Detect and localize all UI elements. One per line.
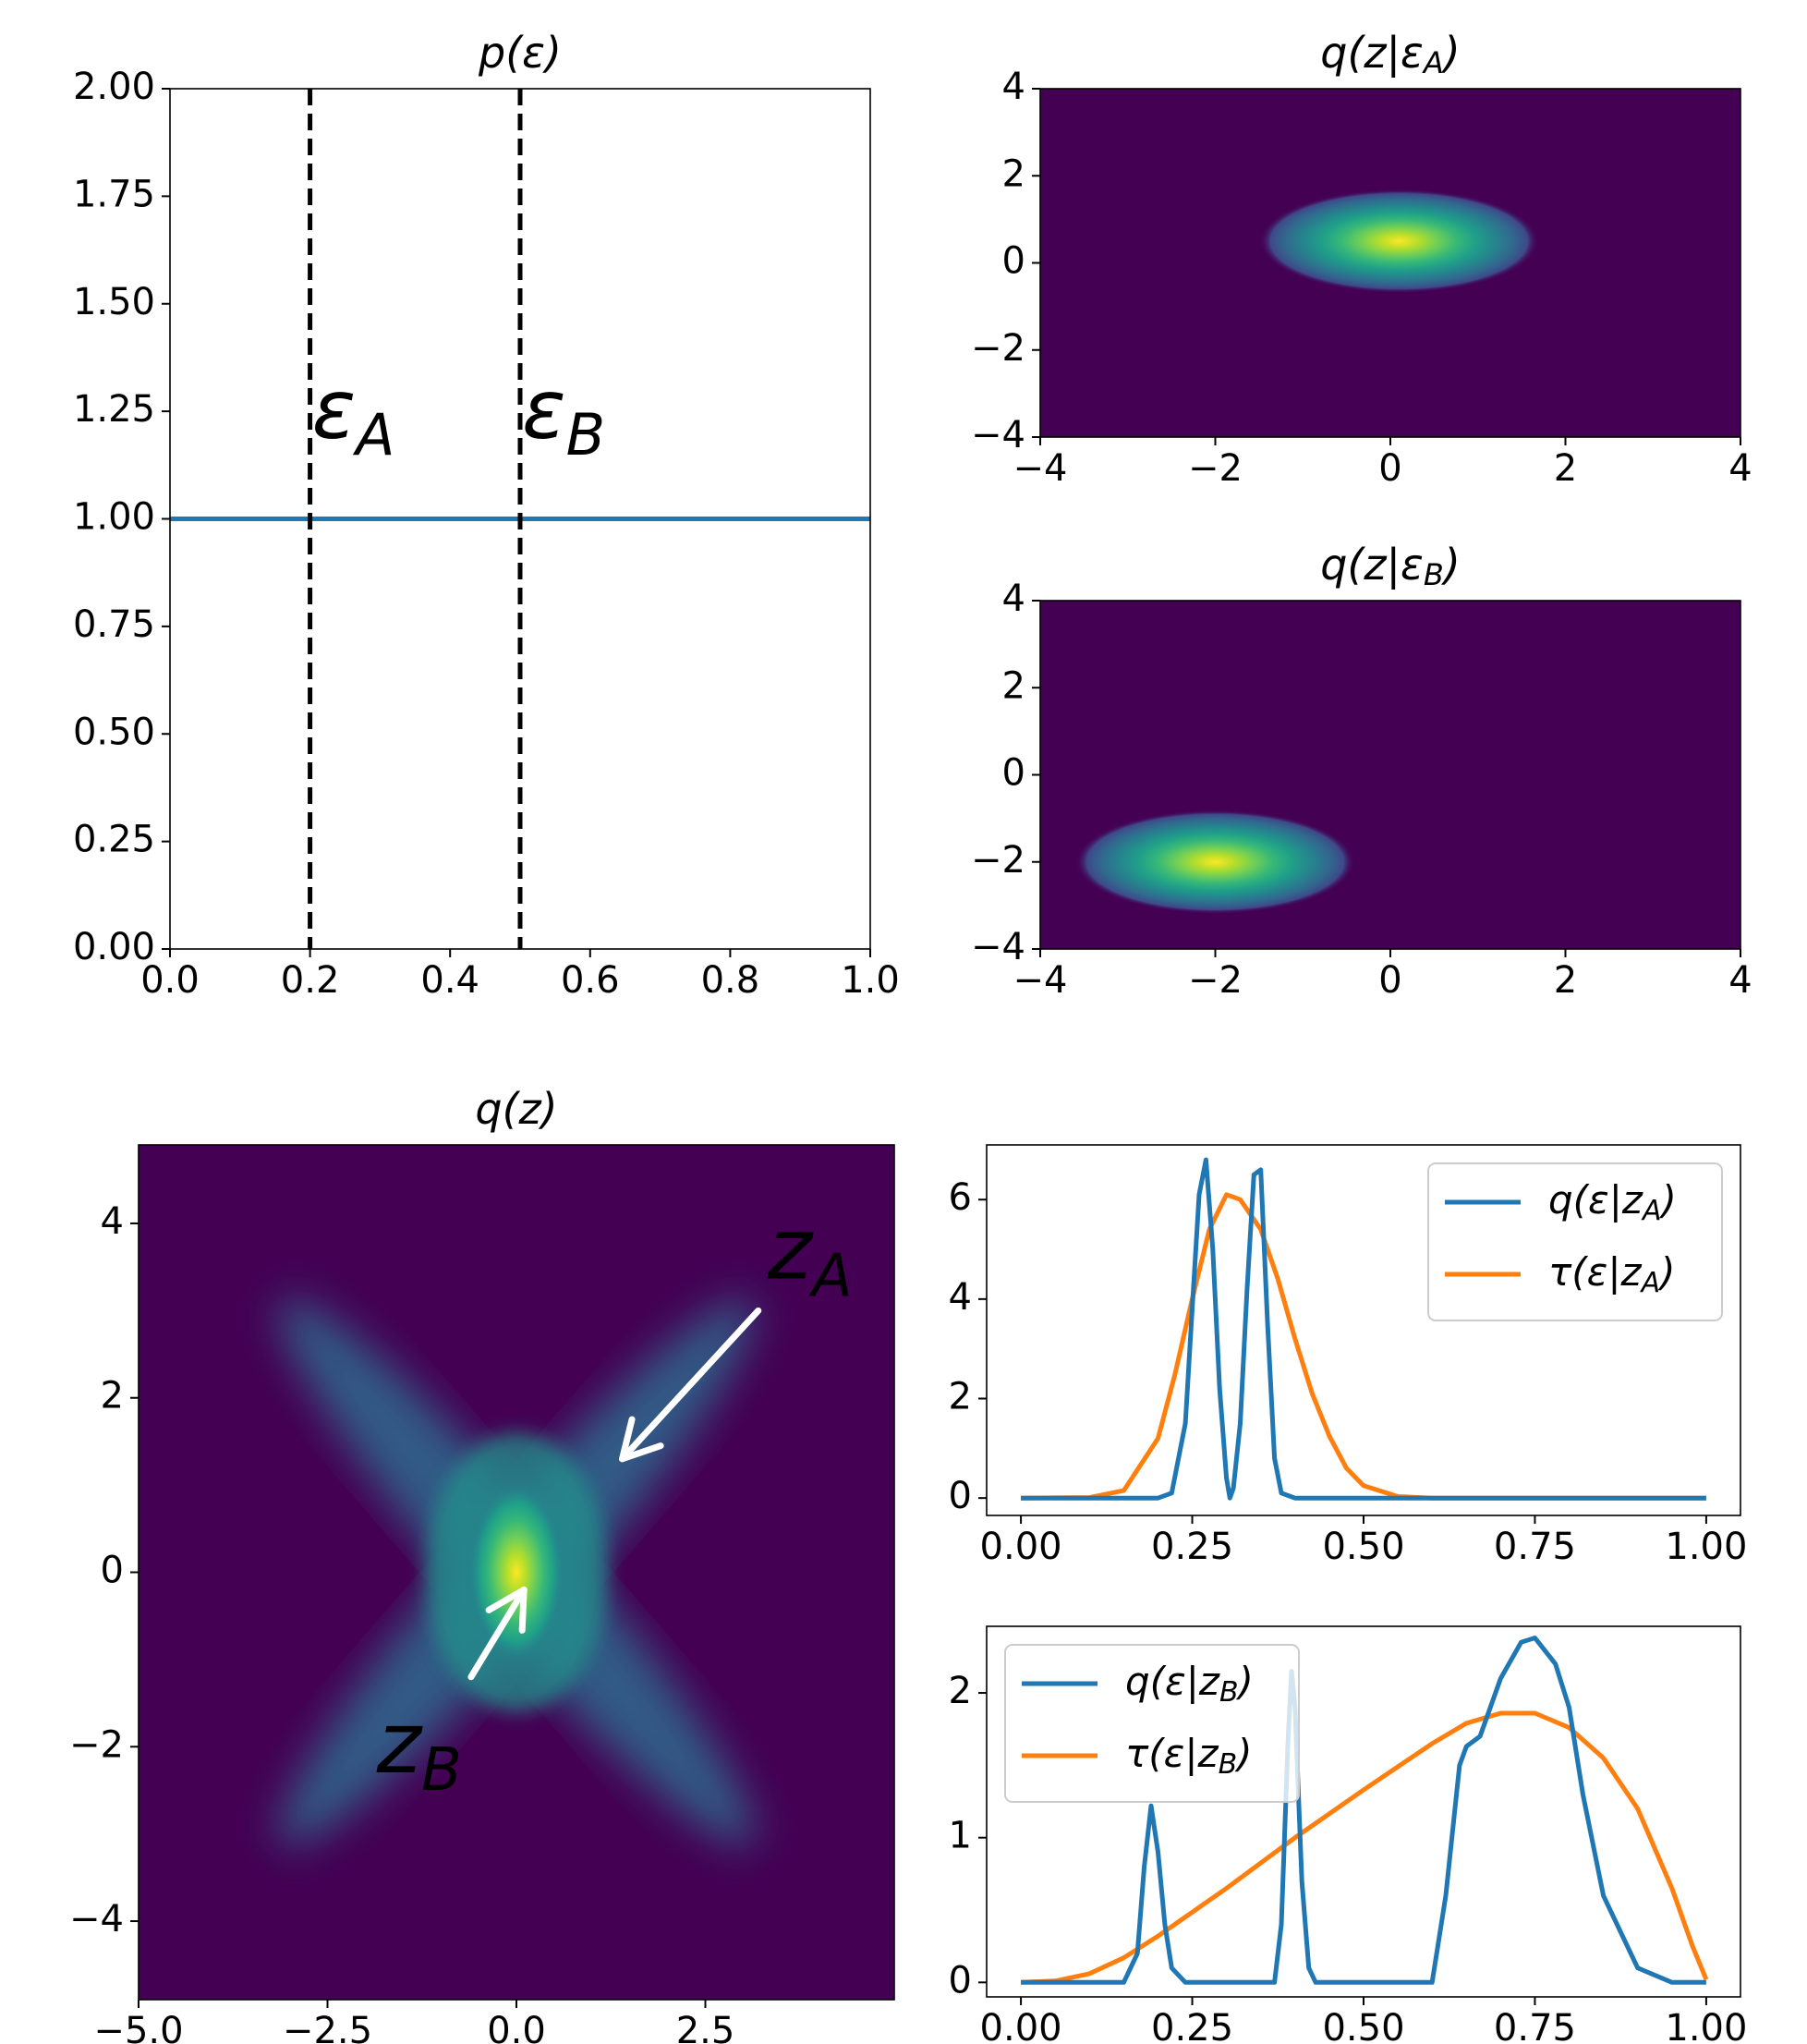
series-layer <box>1020 1636 1709 1985</box>
subplot-2: −4 −2 0 2 4 −4 −2 0 2 4 q(z|εA) <box>971 28 1752 491</box>
y-tick-label: 0 <box>949 1475 972 1517</box>
x-tick-label: 1.0 <box>841 959 900 1002</box>
y-tick-label: 4 <box>1002 578 1025 620</box>
x-tick-label: 0.6 <box>561 959 620 1002</box>
y-tick-label: 0.25 <box>73 819 155 861</box>
x-tick-label: 0.50 <box>1322 1526 1404 1568</box>
x-tick-label: 1.00 <box>1665 2007 1747 2044</box>
chart-title: p(ε) <box>478 28 562 78</box>
y-tick-label: 1.50 <box>73 281 155 323</box>
series-line <box>1020 1710 1709 1985</box>
series-line <box>1021 1636 1706 1985</box>
series-line <box>1021 1157 1706 1501</box>
y-tick-label: −4 <box>971 414 1025 456</box>
legend: q(ε|zA) τ(ε|zA) <box>1427 1162 1723 1321</box>
legend-label: τ(ε|zB) <box>1125 1731 1253 1781</box>
y-tick-label: 0.75 <box>73 603 155 646</box>
x-tick-label: 0.2 <box>281 959 340 1002</box>
arrow-B <box>467 1586 528 1681</box>
x-tick-label: 0.0 <box>487 2010 546 2044</box>
label-zA: zA <box>767 1200 853 1310</box>
x-tick-label: 2 <box>1554 959 1577 1002</box>
density-core <box>469 1485 564 1660</box>
x-tick-label: 1.00 <box>1665 1526 1747 1568</box>
x-tick-label: 0.00 <box>980 2007 1062 2044</box>
chart-title: q(z) <box>475 1084 557 1134</box>
legend-label: q(ε|zA) <box>1548 1177 1677 1227</box>
y-tick-label: −4 <box>971 926 1025 968</box>
y-tick-label: 0.50 <box>73 711 155 753</box>
y-tick-label: 6 <box>949 1176 972 1219</box>
chart-title: q(z|εB) <box>1320 540 1461 593</box>
x-tick-label: 0.25 <box>1151 1526 1233 1568</box>
y-tick-label: 0 <box>101 1550 124 1592</box>
x-tick-label: 0.50 <box>1322 2007 1404 2044</box>
x-tick-label: 0.00 <box>980 1526 1062 1568</box>
subplot-4: zA zB −5.0 −2.5 0.0 2.5 −4 −2 0 2 4 q(z) <box>69 1084 895 2044</box>
vline-label-B: εB <box>522 362 605 468</box>
arrow-A <box>619 1307 762 1463</box>
y-tick-label: 4 <box>101 1200 124 1243</box>
x-tick-label: −5.0 <box>93 2010 183 2044</box>
y-tick-label: 0 <box>949 1959 972 2001</box>
y-tick-label: −4 <box>69 1898 124 1941</box>
subplot-1: εA εB 0.0 0.2 0.4 0.6 0.8 1.0 0.00 0.25 0.50 0.75 1.… <box>73 28 900 1003</box>
y-tick-label: 2 <box>1002 152 1025 195</box>
arrowhead-B <box>485 1586 528 1634</box>
y-tick-label: 2 <box>949 1376 972 1418</box>
y-tick-label: 4 <box>949 1276 972 1319</box>
x-tick-label: 2 <box>1554 447 1577 490</box>
y-tick-label: 1.75 <box>73 173 155 215</box>
density-layer <box>277 1298 756 1846</box>
label-zB: zB <box>376 1694 462 1804</box>
subplot-5: q(ε|zA) τ(ε|zA) 0.00 0.25 0.50 0.75 1.00 0 2 4 6 <box>949 1144 1747 1568</box>
legend: q(ε|zB) τ(ε|zB) <box>1004 1644 1300 1803</box>
density-blob <box>1075 809 1355 914</box>
series-layer <box>1021 1157 1706 1501</box>
legend-label: q(ε|zB) <box>1125 1659 1254 1709</box>
x-tick-label: −4 <box>1013 447 1068 490</box>
x-tick-label: 4 <box>1728 959 1752 1002</box>
y-tick-label: 2 <box>949 1670 972 1712</box>
x-tick-label: −2.5 <box>283 2010 372 2044</box>
x-tick-label: 0.75 <box>1494 1526 1576 1568</box>
x-tick-label: 0.8 <box>701 959 760 1002</box>
x-tick-label: 0.25 <box>1151 2007 1233 2044</box>
y-tick-label: −2 <box>971 839 1025 882</box>
subplot-3: −4 −2 0 2 4 −4 −2 0 2 4 q(z|εB) <box>971 540 1752 1003</box>
x-tick-label: −2 <box>1188 447 1243 490</box>
y-tick-label: 2 <box>101 1375 124 1417</box>
subplot-6: q(ε|zB) τ(ε|zB) 0.00 0.25 0.50 0.75 1.00 0 1 2 <box>949 1625 1747 2044</box>
y-tick-label: 1 <box>949 1815 972 1857</box>
x-tick-label: 0 <box>1378 959 1401 1002</box>
x-tick-label: −4 <box>1013 959 1068 1002</box>
y-tick-label: 4 <box>1002 66 1025 108</box>
x-tick-label: −2 <box>1188 959 1243 1002</box>
x-tick-label: 0.0 <box>140 959 200 1002</box>
x-tick-label: 0.4 <box>420 959 479 1002</box>
vline-label-A: εA <box>312 362 395 468</box>
y-tick-label: −2 <box>69 1723 124 1766</box>
y-tick-label: 0.00 <box>73 926 155 968</box>
x-tick-label: 2.5 <box>676 2010 735 2044</box>
x-tick-label: 0 <box>1378 447 1401 490</box>
y-tick-label: 2.00 <box>73 66 155 108</box>
arrowhead-A <box>619 1416 664 1463</box>
series-line <box>1021 1192 1706 1501</box>
y-tick-label: 1.25 <box>73 388 155 431</box>
y-tick-label: 0 <box>1002 240 1025 283</box>
y-tick-label: 2 <box>1002 664 1025 707</box>
y-tick-label: 1.00 <box>73 496 155 539</box>
x-tick-label: 0.75 <box>1494 2007 1576 2044</box>
y-tick-label: 0 <box>1002 752 1025 795</box>
density-blob <box>1259 189 1539 294</box>
y-tick-label: −2 <box>971 327 1025 370</box>
chart-title: q(z|εA) <box>1320 28 1461 81</box>
legend-label: τ(ε|zA) <box>1548 1249 1676 1299</box>
x-tick-label: 4 <box>1728 447 1752 490</box>
